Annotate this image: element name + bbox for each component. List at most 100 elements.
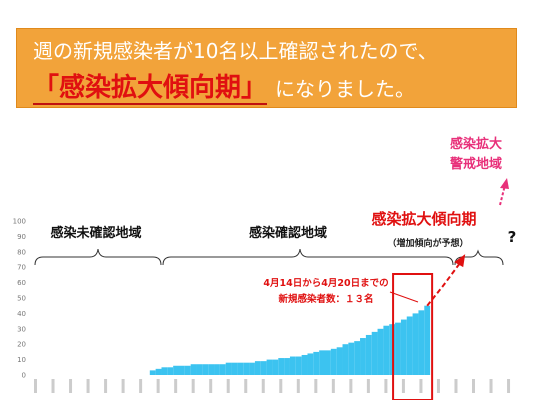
- bar: [219, 364, 226, 375]
- x-tick-label: [244, 379, 248, 393]
- bar: [231, 362, 238, 375]
- bar: [161, 367, 168, 375]
- region-label-unconfirmed: 感染未確認地域: [50, 225, 141, 241]
- bar: [360, 338, 366, 375]
- banner-suffix: になりました。: [275, 77, 416, 101]
- bar: [237, 362, 244, 375]
- bar: [190, 364, 197, 375]
- bar: [289, 356, 296, 375]
- x-tick-label: [472, 379, 475, 393]
- x-tick-label: [174, 379, 178, 393]
- x-tick-label: [349, 379, 353, 393]
- bar: [266, 359, 273, 375]
- bar: [342, 344, 349, 375]
- bar: [377, 328, 384, 375]
- bar: [412, 313, 419, 375]
- x-tick-label: [454, 379, 458, 393]
- x-tick-label: [34, 379, 37, 393]
- bar: [365, 334, 372, 375]
- bar: [301, 354, 308, 375]
- bar-series: [149, 305, 431, 375]
- bar: [330, 348, 337, 375]
- bar: [167, 367, 174, 375]
- x-tick-label: [419, 379, 423, 393]
- x-tick-label: [507, 379, 511, 393]
- brace-unconfirmed: [34, 248, 162, 266]
- bar: [319, 350, 325, 375]
- bar: [424, 305, 431, 375]
- bar: [406, 316, 413, 375]
- alert-label-line2: 警戒地域: [450, 156, 502, 172]
- banner-line1: 週の新規感染者が10名以上確認されたので、: [33, 39, 438, 63]
- bar: [225, 362, 232, 375]
- callout-line1: 4月14日から4月20日までの: [263, 277, 388, 289]
- region-note-expansion: （増加傾向が予想）: [387, 237, 468, 249]
- bar: [295, 356, 302, 375]
- bar: [202, 364, 209, 375]
- x-tick-label: [191, 379, 195, 393]
- x-tick-label: [69, 379, 73, 393]
- x-tick-label: [401, 379, 405, 393]
- x-tick-label: [261, 379, 265, 393]
- x-tick-label: [104, 379, 108, 393]
- y-tick-label: 0: [22, 372, 26, 380]
- x-tick-label: [366, 379, 370, 393]
- y-tick-label: 80: [17, 248, 26, 256]
- x-tick-label: [384, 379, 388, 393]
- x-tick-label: [156, 379, 160, 393]
- x-tick-label: [51, 379, 55, 393]
- bar: [254, 361, 261, 375]
- y-tick-label: 10: [17, 356, 26, 364]
- bar: [249, 362, 255, 375]
- x-tick-label: [331, 379, 335, 393]
- banner-line2: 「感染拡大傾向期」 になりました。: [33, 67, 416, 105]
- bar: [400, 319, 407, 375]
- bar: [307, 353, 314, 375]
- bar: [272, 359, 279, 375]
- projection-arrowhead: [454, 254, 466, 268]
- bar: [336, 347, 343, 375]
- x-tick-label: [139, 379, 143, 393]
- bar: [260, 361, 267, 375]
- callout-pointer: [389, 291, 419, 303]
- alert-arrowhead: [500, 178, 509, 189]
- bar: [354, 341, 361, 375]
- bar: [313, 351, 320, 375]
- y-tick-label: 50: [17, 295, 26, 303]
- question-mark: ?: [508, 228, 517, 246]
- y-tick-label: 60: [17, 279, 26, 287]
- brace-expansion: [454, 249, 504, 266]
- bar: [371, 331, 378, 375]
- bar: [214, 364, 220, 375]
- region-label-confirmed: 感染確認地域: [249, 225, 327, 241]
- bar: [278, 358, 285, 375]
- bar: [149, 370, 156, 375]
- x-axis-labels: [34, 379, 511, 393]
- bar: [418, 310, 425, 375]
- y-tick-label: 20: [17, 341, 26, 349]
- x-tick-label: [209, 379, 213, 393]
- y-tick-label: 70: [17, 264, 26, 272]
- y-tick-label: 30: [17, 325, 26, 333]
- x-tick-label: [279, 379, 283, 393]
- projection-line: [426, 263, 461, 307]
- bar: [196, 364, 203, 375]
- x-tick-label: [436, 379, 440, 393]
- y-tick-label: 100: [13, 218, 26, 226]
- highlight-box: [392, 273, 434, 400]
- bar: [284, 358, 290, 375]
- brace-confirmed: [162, 248, 454, 266]
- y-tick-label: 90: [17, 233, 26, 241]
- alert-label-line1: 感染拡大: [450, 136, 502, 152]
- bar: [179, 365, 185, 375]
- y-tick-label: 40: [17, 310, 26, 318]
- x-tick-label: [121, 379, 125, 393]
- region-label-expansion: 感染拡大傾向期: [371, 210, 476, 228]
- bar: [173, 365, 179, 375]
- bar: [155, 368, 162, 375]
- bar: [348, 342, 355, 375]
- y-axis-ticks: 0 10 20 30 40 50 60 70 80 90 100: [13, 218, 26, 380]
- bar: [208, 364, 215, 375]
- callout-line2: 新規感染者数：１３名: [278, 293, 373, 305]
